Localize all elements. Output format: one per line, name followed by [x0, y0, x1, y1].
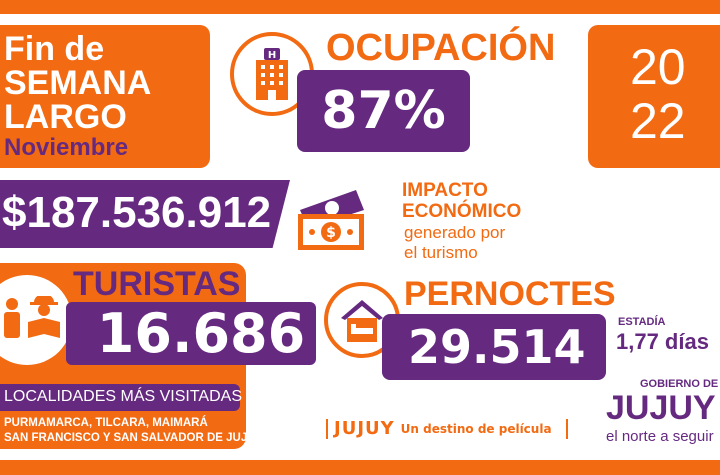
title-line-1: Fin de — [4, 30, 105, 68]
places-line-2: SAN FRANCISCO Y SAN SALVADOR DE JUJUY — [4, 432, 264, 444]
occupancy-value: 87% — [321, 81, 446, 141]
hotel-icon: H — [256, 48, 288, 100]
tourists-icon-circle — [0, 275, 72, 365]
title-line-3: LARGO — [4, 98, 127, 136]
economic-title-1: IMPACTO — [402, 180, 488, 201]
economic-value: $187.536.912 — [2, 188, 272, 237]
tourists-label: TURISTAS — [73, 265, 241, 303]
gov-slogan: el norte a seguir — [606, 428, 714, 445]
bottom-bar — [0, 460, 720, 475]
tagline-divider-right — [565, 418, 568, 439]
stay-label: ESTADÍA — [618, 316, 666, 328]
overnights-value-box: 29.514 — [382, 314, 606, 380]
top-bar — [0, 0, 720, 14]
title-month: Noviembre — [4, 134, 129, 161]
house-bed-icon — [341, 300, 383, 342]
tagline: JUJUY Un destino de película — [326, 418, 568, 439]
stay-value: 1,77 días — [616, 329, 709, 354]
economic-sub-2: el turismo — [404, 243, 478, 262]
overnights-value: 29.514 — [408, 320, 586, 374]
places-title: LOCALIDADES MÁS VISITADAS — [4, 388, 242, 405]
tagline-divider-left — [326, 418, 328, 439]
year-bottom: 22 — [630, 93, 686, 149]
occupancy-label: OCUPACIÓN — [326, 27, 556, 69]
title-line-2: SEMANA — [4, 64, 152, 102]
tagline-text: Un destino de película — [400, 421, 552, 436]
year-box — [588, 25, 720, 168]
svg-text:H: H — [268, 50, 276, 61]
occupancy-box: 87% — [297, 70, 470, 152]
year-top: 20 — [630, 39, 686, 95]
economic-banner — [0, 180, 290, 248]
tagline-brand: JUJUY — [334, 418, 395, 439]
tourists-value-box: 16.686 — [66, 302, 316, 365]
overnights-label: PERNOCTES — [404, 275, 616, 313]
tourists-icon — [4, 296, 60, 338]
svg-text:$: $ — [326, 225, 336, 241]
gov-logo-name: JUJUY — [606, 389, 716, 427]
places-title-bar — [0, 384, 240, 411]
economic-sub-1: generado por — [404, 223, 506, 242]
places-line-1: PURMAMARCA, TILCARA, MAIMARÁ — [4, 417, 208, 429]
gov-top: GOBIERNO DE — [640, 378, 719, 390]
economic-title-2: ECONÓMICO — [402, 201, 522, 222]
money-icon: $ — [298, 190, 364, 250]
tourists-value: 16.686 — [96, 302, 306, 365]
title-box — [0, 25, 210, 168]
